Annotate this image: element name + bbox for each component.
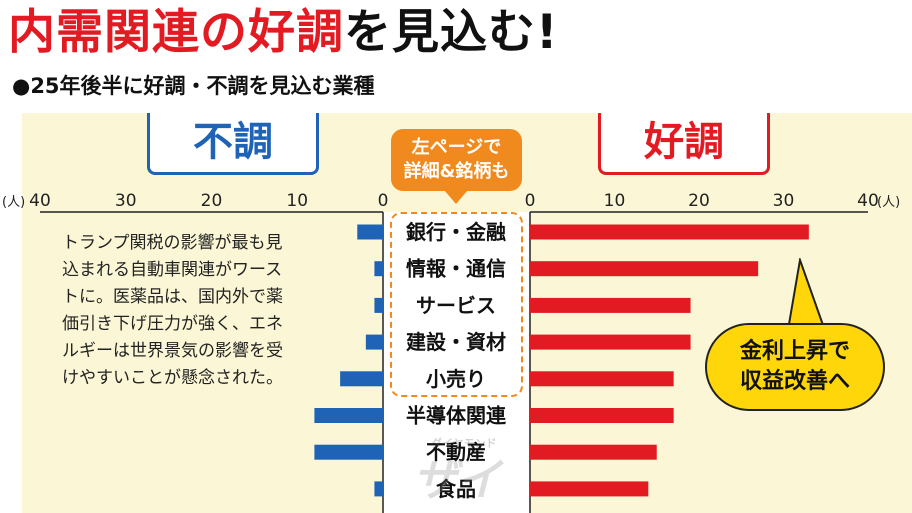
header-good: 好調 [598,113,770,175]
good-bar [530,444,657,460]
category-highlight-box [390,212,523,397]
bad-bar [374,481,383,497]
right-unit-label: (人) [877,195,900,210]
good-bar [530,297,691,313]
good-bar [530,371,674,387]
good-bar [530,224,809,240]
category-label: 半導体関連 [406,404,507,428]
callout-bubble: 金利上昇で 収益改善へ [705,323,885,411]
left-tick-label: 30 [115,191,137,211]
good-bar [530,481,649,497]
reference-note-line2: 詳細&銘柄も [403,161,510,182]
left-unit-label: (人) [2,195,25,210]
category-label: 銀行・金融 [406,220,506,244]
left-tick-label: 0 [378,191,389,211]
bad-bar [340,371,383,387]
callout-line1: 金利上昇で [739,339,850,364]
category-label: 小売り [426,367,486,391]
category-label: サービス [416,293,496,317]
description-text: トランプ関税の影響が最も見込まれる自動車関連がワーストに。医薬品は、国内外で薬価… [62,233,283,388]
bad-bar [374,261,383,277]
bad-bar [314,444,383,460]
chart-subtitle: ●25年後半に好調・不調を見込む業種 [12,74,375,98]
callout-line2: 収益改善へ [739,369,850,394]
good-bar [530,408,674,423]
category-label: 不動産 [426,440,486,464]
watermark-big: ザイ [413,455,504,506]
right-tick-label: 10 [604,191,626,211]
watermark-small: ダイヤモンド [431,436,497,450]
category-label: 食品 [436,477,476,501]
left-tick-label: 40 [29,191,51,211]
watermark-logo: ダイヤモンド ザイ [413,436,504,506]
title-highlight: 内需関連の好調 [8,5,344,60]
header-bad: 不調 [147,113,319,175]
reference-note-line1: 左ページで [411,137,502,158]
bad-bar [374,297,383,313]
right-tick-label: 40 [857,191,879,211]
right-tick-label: 30 [773,191,795,211]
left-tick-label: 20 [201,191,223,211]
good-bar [530,334,691,350]
bad-bar [357,224,383,240]
right-tick-label: 20 [688,191,710,211]
good-bar [530,261,759,277]
reference-note: 左ページで 詳細&銘柄も [391,129,522,191]
category-label: 情報・通信 [406,257,506,281]
reference-note-arrow [444,190,468,204]
left-tick-label: 10 [286,191,308,211]
right-tick-label: 0 [525,191,536,211]
bad-bar [365,334,383,350]
category-column [383,212,530,513]
page-title: 内需関連の好調を見込む! [8,2,558,64]
category-label: 建設・資材 [406,330,506,354]
title-rest: を見込む! [344,5,559,60]
bad-bar [314,408,383,423]
